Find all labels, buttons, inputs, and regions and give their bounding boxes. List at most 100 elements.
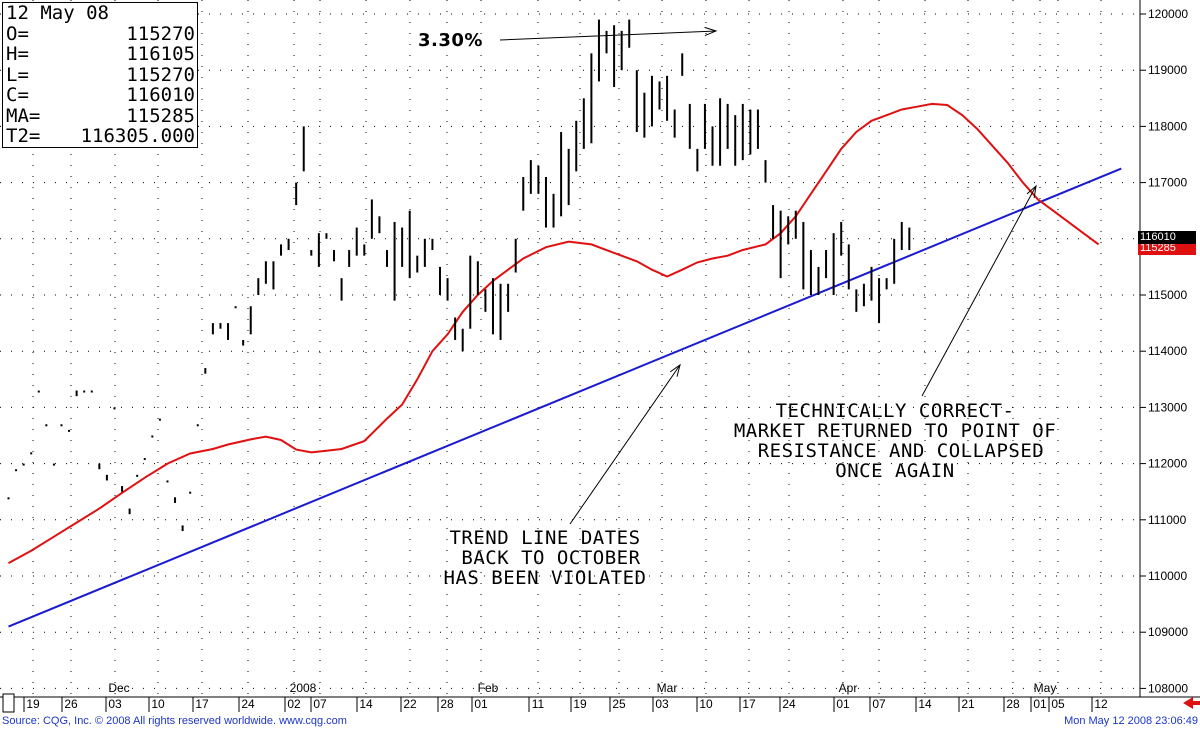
ohlc-bar: [817, 266, 820, 295]
ohlc-bar: [772, 205, 775, 239]
ohlc-bar: [507, 283, 510, 312]
ohlc-bar: [438, 266, 441, 295]
ohlc-bar: [749, 109, 752, 155]
ohlc-bar: [893, 238, 896, 284]
day-tick-label: 26: [64, 697, 78, 711]
ohlc-bar: [575, 120, 578, 172]
month-label: Dec: [108, 681, 129, 695]
ohlc-bar: [461, 328, 464, 352]
ohlc-row-open: O= 115270: [6, 22, 195, 45]
source-credit: Source: CQG, Inc. © 2008 All rights rese…: [2, 715, 347, 727]
ohlc-bar: [158, 418, 161, 421]
ohlc-bar: [476, 261, 479, 295]
ohlc-bar: [257, 278, 260, 295]
ohlc-bar: [582, 98, 585, 149]
scroll-box[interactable]: [2, 693, 15, 713]
resistance-annotation: TECHNICALLY CORRECT- MARKET RETURNED TO …: [733, 400, 1057, 482]
ohlc-bar: [136, 474, 139, 477]
ohlc-bar: [166, 480, 169, 483]
price-tick-label: 112000: [1148, 457, 1187, 471]
ohlc-bar: [348, 250, 351, 267]
ohlc-bar: [83, 390, 86, 393]
ohlc-bar: [787, 216, 790, 245]
ohlc-bar: [242, 339, 245, 346]
ohlc-bar: [590, 53, 593, 144]
price-tick-label: 114000: [1148, 344, 1187, 358]
ohlc-bar: [408, 210, 411, 279]
ohlc-bar: [401, 227, 404, 267]
ohlc-bar: [15, 469, 18, 472]
ohlc-bar: [264, 261, 267, 284]
ohlc-bar: [635, 70, 638, 133]
last-price-tag: 116010: [1138, 231, 1196, 244]
ohlc-bar: [393, 221, 396, 301]
ohlc-bar: [794, 210, 797, 239]
ohlc-bar: [802, 221, 805, 290]
ohlc-bar: [295, 182, 298, 206]
ohlc-bar: [696, 148, 699, 172]
ohlc-bar: [22, 463, 25, 466]
day-tick-label: 22: [403, 697, 417, 711]
ohlc-bar: [673, 109, 676, 138]
ohlc-bar: [272, 261, 275, 290]
ohlc-bar: [7, 497, 10, 500]
annotation-arrow-line: [921, 185, 1037, 397]
price-tick-label: 118000: [1148, 119, 1187, 133]
day-tick-label: 01: [474, 697, 488, 711]
ohlc-bar: [60, 424, 63, 427]
annotation-arrow-line: [499, 30, 717, 41]
ohlc-bar: [219, 323, 222, 329]
ohlc-row-ma: MA= 115285: [6, 104, 195, 127]
ohlc-bar: [628, 19, 631, 48]
ohlc-bar: [355, 227, 358, 256]
ohlc-bar: [764, 160, 767, 183]
ohlc-bar: [325, 233, 328, 239]
chart-timestamp: Mon May 12 2008 23:06:49: [1064, 715, 1198, 727]
price-tick-label: 113000: [1148, 400, 1187, 414]
ohlc-bar: [726, 103, 729, 149]
day-tick-label: 14: [918, 697, 932, 711]
day-tick-label: 19: [26, 697, 40, 711]
ohlc-bar: [711, 126, 714, 166]
price-tick-label: 115000: [1148, 288, 1187, 302]
ohlc-bar: [211, 323, 214, 335]
price-tick-label: 119000: [1148, 63, 1187, 77]
ohlc-bar: [870, 266, 873, 301]
ohlc-readout-panel: 12 May 08 O= 115270 H= 116105 L= 115270 C= 1…: [2, 2, 198, 148]
annotation-arrow-line: [569, 364, 681, 525]
ohlc-bar: [544, 176, 547, 228]
trend-line-layer: [8, 167, 1122, 628]
day-tick-label: 25: [612, 697, 626, 711]
scroll-left-arrow-icon[interactable]: [1183, 697, 1200, 709]
price-tick-label: 110000: [1148, 569, 1187, 583]
day-tick-label: 17: [742, 697, 756, 711]
ohlc-bar: [68, 429, 71, 432]
ohlc-bar: [196, 424, 199, 427]
ohlc-bar: [650, 75, 653, 127]
ohlc-bar: [847, 244, 850, 290]
ohlc-bar: [280, 244, 283, 256]
price-tick-label: 108000: [1148, 681, 1188, 695]
day-tick-label: 02: [287, 697, 301, 711]
month-label: Feb: [478, 681, 499, 695]
ohlc-bar: [658, 81, 661, 110]
ohlc-bar: [567, 148, 570, 206]
ohlc-bar: [499, 283, 502, 340]
ohlc-bar: [423, 238, 426, 267]
ohlc-bar: [620, 30, 623, 71]
ohlc-row-t2: T2= 116305.000: [6, 125, 195, 147]
ohlc-bar: [855, 289, 858, 312]
day-tick-label: 01: [836, 697, 850, 711]
ohlc-bar: [825, 250, 828, 279]
ohlc-bar: [340, 278, 343, 301]
month-label: Mar: [657, 681, 678, 695]
day-tick-label: 10: [699, 697, 713, 711]
ohlc-bar: [832, 233, 835, 295]
ohlc-bar: [378, 216, 381, 234]
price-tick-label: 111000: [1148, 513, 1187, 527]
ohlc-bar: [900, 221, 903, 251]
annotation-arrows: [499, 26, 1037, 525]
ma-price-tag: 115285: [1138, 242, 1196, 255]
day-tick-label: 05: [1051, 697, 1065, 711]
